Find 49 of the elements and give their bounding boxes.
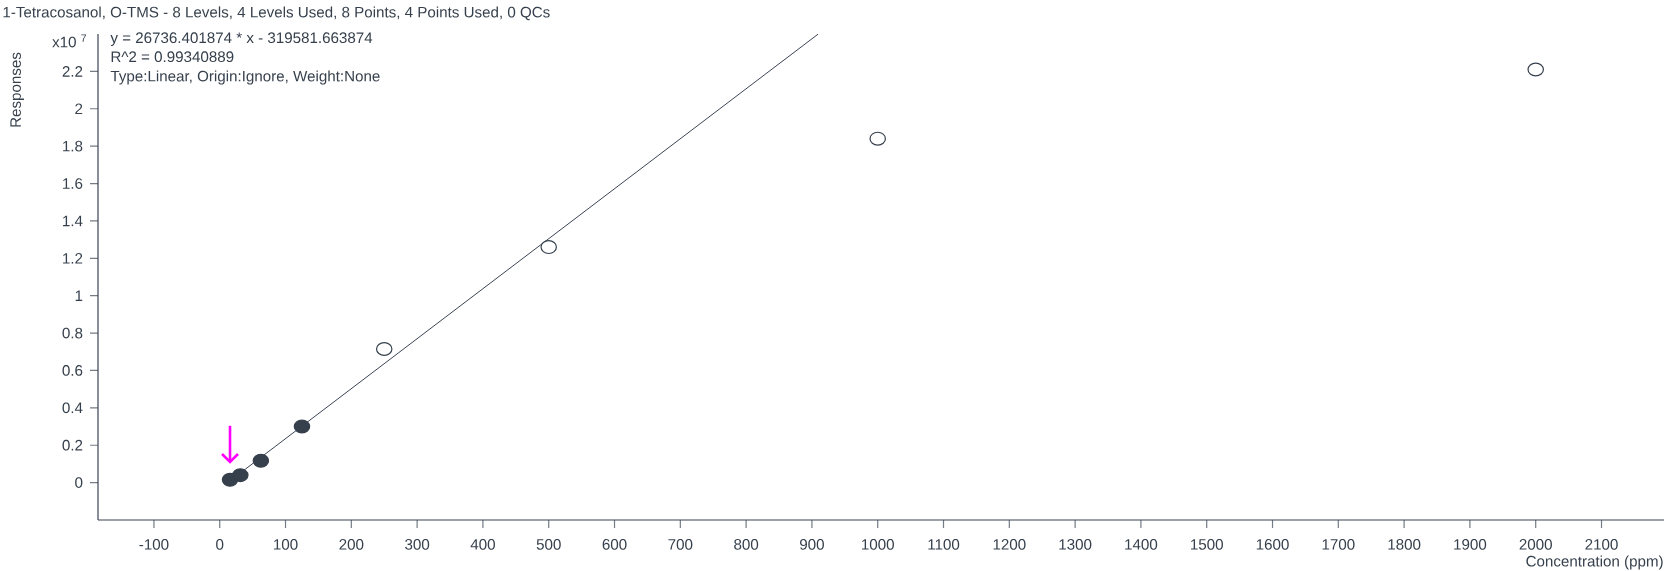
- x-tick-label: 2000: [1519, 539, 1552, 550]
- y-tick-label: 1.2: [63, 253, 83, 264]
- x-tick-label: 1000: [862, 539, 894, 550]
- x-tick-label: 2100: [1585, 539, 1618, 550]
- y-tick-label: 0.2: [62, 439, 83, 451]
- x-tick-label: 1600: [1256, 539, 1289, 550]
- x-tick-label: 1700: [1322, 539, 1355, 550]
- annotation: y = 26736.401874 * x - 319581.663874: [110, 32, 373, 47]
- x-tick-label: 1400: [1125, 539, 1158, 550]
- x-tick-label: 600: [602, 539, 627, 550]
- y-tick-label: 0.4: [62, 402, 83, 414]
- point: [232, 468, 249, 483]
- y-tick-label: 1.4: [63, 215, 83, 227]
- x-tick-label: 900: [800, 539, 824, 550]
- annotation: Type:Linear, Origin:Ignore, Weight:None: [110, 70, 380, 85]
- x-tick-label: 0: [216, 539, 224, 550]
- x-tick-label: 1100: [928, 539, 960, 550]
- y-tick-label: 0.8: [62, 327, 83, 339]
- point: [1527, 62, 1544, 77]
- point: [293, 419, 311, 434]
- x-tick-label: 400: [470, 539, 495, 550]
- x-tick-label: 1900: [1454, 539, 1487, 550]
- x-tick-label: 200: [339, 539, 364, 550]
- point: [252, 453, 270, 468]
- x-tick-label: 1200: [993, 539, 1026, 550]
- y-tick-label: 1.6: [63, 178, 83, 189]
- point: [375, 341, 393, 356]
- point: [540, 240, 558, 255]
- y-axis-title: Responses: [10, 52, 24, 127]
- y-tick-label: 0.6: [62, 365, 83, 376]
- x-axis-title: Concentration (ppm): [1526, 555, 1663, 570]
- x-tick-label: 300: [405, 539, 430, 550]
- chart-title: 1-Tetracosanol, O-TMS - 8 Levels, 4 Levels Used, 8 Points, 4 Points Used, 0 QCs: [3, 6, 550, 21]
- x-tick-label: 800: [734, 539, 759, 550]
- y-tick-label: 1.8: [63, 140, 83, 152]
- annotation: R^2 = 0.99340889: [111, 51, 234, 63]
- y-tick-label: 0: [75, 477, 83, 488]
- x-tick-label: 500: [536, 539, 561, 550]
- point: [869, 131, 886, 146]
- text: x10 $^{7}$: [52, 34, 87, 48]
- y-tick-label: 2: [75, 103, 83, 115]
- x-tick-label: 700: [668, 539, 693, 550]
- x-tick-label: 1800: [1388, 539, 1421, 550]
- x-tick-label: 1300: [1059, 539, 1092, 550]
- x-tick-label: -100: [139, 539, 169, 550]
- y-tick-label: 1: [75, 290, 83, 301]
- x-tick-label: 1500: [1191, 539, 1223, 550]
- y-tick-label: 2.2: [62, 66, 83, 77]
- x-tick-label: 100: [274, 539, 298, 550]
